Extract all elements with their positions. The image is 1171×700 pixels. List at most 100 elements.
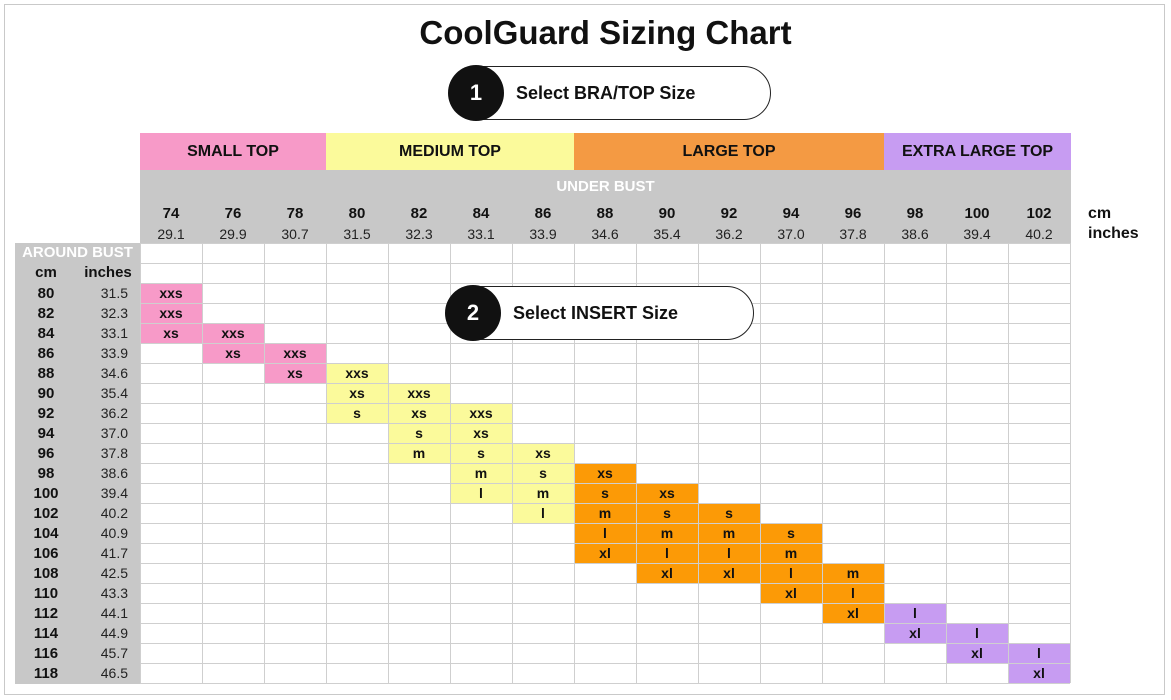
- around-bust-cm-118: 118: [33, 665, 59, 682]
- under-bust-inches-94: 37.0: [777, 226, 805, 242]
- around-bust-cm-108: 108: [33, 565, 59, 582]
- under-bust-cm-84: 84: [472, 205, 490, 222]
- under-bust-band: [140, 170, 1071, 243]
- around-bust-cm-104: 104: [33, 525, 59, 542]
- under-bust-cm-86: 86: [534, 205, 552, 222]
- under-bust-cm-92: 92: [720, 205, 738, 222]
- size-cell: s: [698, 503, 760, 523]
- row-cm-header: cm: [35, 264, 57, 281]
- under-bust-cm-102: 102: [1026, 205, 1052, 222]
- under-bust-cm-96: 96: [844, 205, 862, 222]
- under-bust-cm-94: 94: [782, 205, 800, 222]
- under-bust-cm-74: 74: [162, 205, 180, 222]
- around-bust-inches-84: 33.1: [100, 325, 128, 341]
- page-title: CoolGuard Sizing Chart: [419, 14, 792, 51]
- size-cell: xs: [574, 463, 636, 483]
- size-cell: m: [636, 523, 698, 543]
- size-cell: l: [822, 583, 884, 603]
- around-bust-cm-100: 100: [33, 485, 59, 502]
- size-cell: xxs: [388, 383, 450, 403]
- size-cell: xs: [202, 343, 264, 363]
- size-cell: xl: [636, 563, 698, 583]
- around-bust-cm-90: 90: [37, 385, 55, 402]
- around-bust-inches-96: 37.8: [100, 445, 128, 461]
- size-cell: xs: [264, 363, 326, 383]
- around-bust-cm-112: 112: [33, 605, 59, 622]
- size-cell: l: [512, 503, 574, 523]
- group-extra-large-top: EXTRA LARGE TOP: [884, 133, 1071, 170]
- size-cell: m: [574, 503, 636, 523]
- around-bust-title: AROUND BUST: [22, 244, 133, 261]
- size-cell: m: [512, 483, 574, 503]
- around-bust-inches-80: 31.5: [100, 285, 128, 301]
- under-bust-inches-102: 40.2: [1025, 226, 1053, 242]
- around-bust-inches-100: 39.4: [100, 485, 128, 501]
- size-cell: xl: [574, 543, 636, 563]
- unit-cm-label: cm: [1088, 205, 1112, 222]
- size-cell: s: [326, 403, 388, 423]
- size-cell: l: [760, 563, 822, 583]
- size-cell: xl: [822, 603, 884, 623]
- around-bust-cm-94: 94: [37, 425, 55, 442]
- under-bust-inches-100: 39.4: [963, 226, 991, 242]
- around-bust-cm-96: 96: [37, 445, 55, 462]
- under-bust-inches-80: 31.5: [343, 226, 371, 242]
- size-cell: s: [512, 463, 574, 483]
- size-cell: s: [574, 483, 636, 503]
- size-cell: m: [388, 443, 450, 463]
- under-bust-inches-78: 30.7: [281, 226, 309, 242]
- size-cell: s: [388, 423, 450, 443]
- around-bust-cm-80: 80: [37, 285, 55, 302]
- under-bust-inches-96: 37.8: [839, 226, 867, 242]
- under-bust-cm-88: 88: [596, 205, 614, 222]
- around-bust-inches-94: 37.0: [100, 425, 128, 441]
- under-bust-inches-92: 36.2: [715, 226, 743, 242]
- around-bust-inches-118: 46.5: [100, 665, 128, 681]
- around-bust-cm-86: 86: [37, 345, 55, 362]
- under-bust-cm-98: 98: [906, 205, 924, 222]
- under-bust-cm-100: 100: [964, 205, 990, 222]
- size-cell: xxs: [202, 323, 264, 343]
- step-1-number: 1: [448, 65, 504, 121]
- size-cell: s: [760, 523, 822, 543]
- group-medium-top: MEDIUM TOP: [326, 133, 574, 170]
- around-bust-cm-88: 88: [37, 365, 55, 382]
- size-cell: l: [450, 483, 512, 503]
- step-1-callout: 1 Select BRA/TOP Size: [448, 65, 771, 121]
- under-bust-inches-98: 38.6: [901, 226, 929, 242]
- size-cell: m: [450, 463, 512, 483]
- size-cell: l: [636, 543, 698, 563]
- under-bust-inches-84: 33.1: [467, 226, 495, 242]
- around-bust-cm-116: 116: [33, 645, 59, 662]
- step-2-callout: 2 Select INSERT Size: [445, 285, 754, 341]
- size-cell: m: [822, 563, 884, 583]
- size-cell: m: [698, 523, 760, 543]
- size-cell: xs: [140, 323, 202, 343]
- under-bust-inches-88: 34.6: [591, 226, 619, 242]
- size-cell: xxs: [326, 363, 388, 383]
- under-bust-cm-76: 76: [224, 205, 242, 222]
- around-bust-inches-92: 36.2: [100, 405, 128, 421]
- around-bust-inches-88: 34.6: [100, 365, 128, 381]
- around-bust-cm-82: 82: [37, 305, 55, 322]
- around-bust-cm-106: 106: [33, 545, 59, 562]
- around-bust-inches-98: 38.6: [100, 465, 128, 481]
- size-cell: xl: [884, 623, 946, 643]
- size-cell: xs: [636, 483, 698, 503]
- size-cell: l: [1008, 643, 1070, 663]
- row-inches-header: inches: [84, 264, 132, 281]
- size-cell: s: [636, 503, 698, 523]
- around-bust-cm-92: 92: [37, 405, 55, 422]
- group-small-top: SMALL TOP: [140, 133, 326, 170]
- chart-frame: [4, 4, 1165, 695]
- around-bust-inches-112: 44.1: [100, 605, 128, 621]
- size-cell: s: [450, 443, 512, 463]
- size-cell: l: [884, 603, 946, 623]
- under-bust-inches-82: 32.3: [405, 226, 433, 242]
- around-bust-inches-106: 41.7: [100, 545, 128, 561]
- group-large-top: LARGE TOP: [574, 133, 884, 170]
- around-bust-cm-110: 110: [33, 585, 59, 602]
- size-cell: xl: [698, 563, 760, 583]
- around-bust-inches-82: 32.3: [100, 305, 128, 321]
